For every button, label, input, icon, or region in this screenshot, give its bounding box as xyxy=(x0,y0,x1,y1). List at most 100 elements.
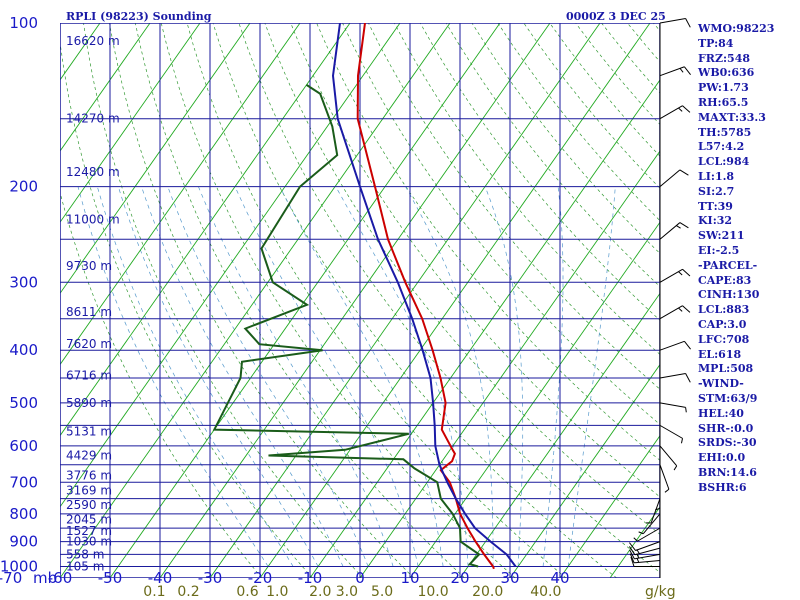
pressure-tick-label: 100 xyxy=(9,14,38,32)
mixing-ratio-label: 5.0 xyxy=(371,584,393,600)
isotherm xyxy=(60,23,151,152)
height-label: 558 m xyxy=(66,547,104,561)
index-entry: SHR-:0.0 xyxy=(698,421,754,435)
index-entry: RH:65.5 xyxy=(698,95,749,109)
mixing-ratio-label: 2.0 xyxy=(309,584,331,600)
mixing-ratio-label: 3.0 xyxy=(336,584,358,600)
wind-barb-staff xyxy=(659,340,685,351)
wind-barb-flag xyxy=(682,105,691,113)
index-entry: CAPE:83 xyxy=(698,273,752,287)
isotherm xyxy=(359,150,660,578)
wind-barb-flag xyxy=(685,373,691,383)
isotherm xyxy=(60,23,251,295)
dry-adiabat xyxy=(160,23,516,578)
observation-time: 0000Z 3 DEC 25 xyxy=(566,10,666,23)
isotherm xyxy=(60,23,351,437)
height-label: 1030 m xyxy=(66,535,112,549)
isotherm xyxy=(159,23,551,578)
height-label: 7620 m xyxy=(66,337,112,351)
temperature-tick-label: -20 xyxy=(248,569,273,587)
dry-adiabat xyxy=(60,190,263,578)
wind-barb-flag xyxy=(678,271,683,276)
height-label: 11000 m xyxy=(66,213,120,227)
dewpoint-line xyxy=(212,84,481,568)
height-label: 105 m xyxy=(66,559,104,573)
dry-adiabat xyxy=(316,23,660,461)
dry-adiabat xyxy=(238,23,660,573)
index-entry: TH:5785 xyxy=(698,125,752,139)
wind-barb-staff xyxy=(659,464,670,490)
height-label: 9730 m xyxy=(66,259,112,273)
height-label: 14270 m xyxy=(66,112,120,126)
mixing-ratio-unit-label: g/kg xyxy=(645,584,676,600)
wind-barb-staff xyxy=(642,513,661,535)
mixing-ratio-label: 0.1 xyxy=(143,584,165,600)
wind-barb-staff xyxy=(650,498,661,524)
temperature-tick-label: 0 xyxy=(355,569,365,587)
dry-adiabat xyxy=(342,23,660,425)
mixing-ratio-label: 0.6 xyxy=(236,584,258,600)
index-entry: EL:618 xyxy=(698,347,742,361)
wind-barb-flag xyxy=(678,307,683,312)
wind-barb-staff xyxy=(659,445,678,467)
height-label: 1527 m xyxy=(66,524,112,538)
index-entry: LCL:883 xyxy=(698,303,750,317)
index-entry: STM:63/9 xyxy=(698,391,758,405)
temperature-tick-label: -60 xyxy=(48,569,73,587)
index-entry: CAP:3.0 xyxy=(698,317,747,331)
index-entry: BRN:14.6 xyxy=(698,465,757,479)
height-label: 5890 m xyxy=(66,396,112,410)
wind-barb-staff xyxy=(659,17,686,24)
temperature-tick-label: 40 xyxy=(550,569,569,587)
pressure-tick-label: 700 xyxy=(9,473,38,491)
height-label: 3776 m xyxy=(66,468,112,482)
isotherm xyxy=(259,23,651,578)
pressure-tick-label: 600 xyxy=(9,437,38,455)
index-entry: WMO:98223 xyxy=(698,22,775,35)
height-label: 2590 m xyxy=(66,498,112,512)
moist-adiabat xyxy=(77,186,269,567)
index-entry: L57:4.2 xyxy=(698,140,745,154)
temperature-tick-label: -50 xyxy=(98,569,123,587)
height-label: 5131 m xyxy=(66,425,112,439)
wind-barb-flag xyxy=(655,507,661,511)
pressure-tick-label: 1000 xyxy=(0,557,38,575)
wind-barb-staff xyxy=(637,527,661,542)
temperature-tick-label: -10 xyxy=(298,569,323,587)
index-entry: KI:32 xyxy=(698,214,733,228)
wind-barb-flag xyxy=(685,407,687,413)
wind-barb-flag xyxy=(679,169,689,176)
wind-barb-flag xyxy=(664,488,670,493)
dry-adiabat xyxy=(134,23,465,578)
dry-adiabat xyxy=(393,23,660,355)
wind-barb-flag xyxy=(682,268,691,277)
wind-barb-flag xyxy=(678,107,683,112)
temperature-tick-label: -70 xyxy=(0,569,22,587)
mixing-ratio-label: 40.0 xyxy=(530,584,561,600)
isotherm xyxy=(60,23,301,366)
index-entry: -WIND- xyxy=(698,377,744,391)
isotherm xyxy=(409,221,660,578)
index-entry: LI:1.8 xyxy=(698,169,735,183)
index-entry: WB0:636 xyxy=(698,66,755,80)
wind-barb-staff xyxy=(659,169,681,187)
dry-adiabat xyxy=(290,23,660,498)
index-entry: LCL:984 xyxy=(698,155,750,169)
index-entry: FRZ:548 xyxy=(698,51,751,65)
mixing-ratio-label: 1.0 xyxy=(266,584,288,600)
dry-adiabat xyxy=(368,23,660,390)
height-label: 6716 m xyxy=(66,368,112,382)
height-label: 12480 m xyxy=(66,165,120,179)
isotherm xyxy=(109,23,501,578)
index-entry: LFC:708 xyxy=(698,332,750,346)
index-entry: MAXT:33.3 xyxy=(698,110,766,124)
pressure-tick-label: 400 xyxy=(9,341,38,359)
sounding-series xyxy=(212,23,517,570)
wind-barb-flag xyxy=(680,438,684,444)
pressure-tick-label: 900 xyxy=(9,533,38,551)
wind-barb-flag xyxy=(629,546,636,556)
height-label: 2045 m xyxy=(66,513,112,527)
axis-labels: 1002003004005006007008009001000-80-70-60… xyxy=(0,14,570,600)
height-label: 3169 m xyxy=(66,484,112,498)
index-entry: SRDS:-30 xyxy=(698,436,757,450)
